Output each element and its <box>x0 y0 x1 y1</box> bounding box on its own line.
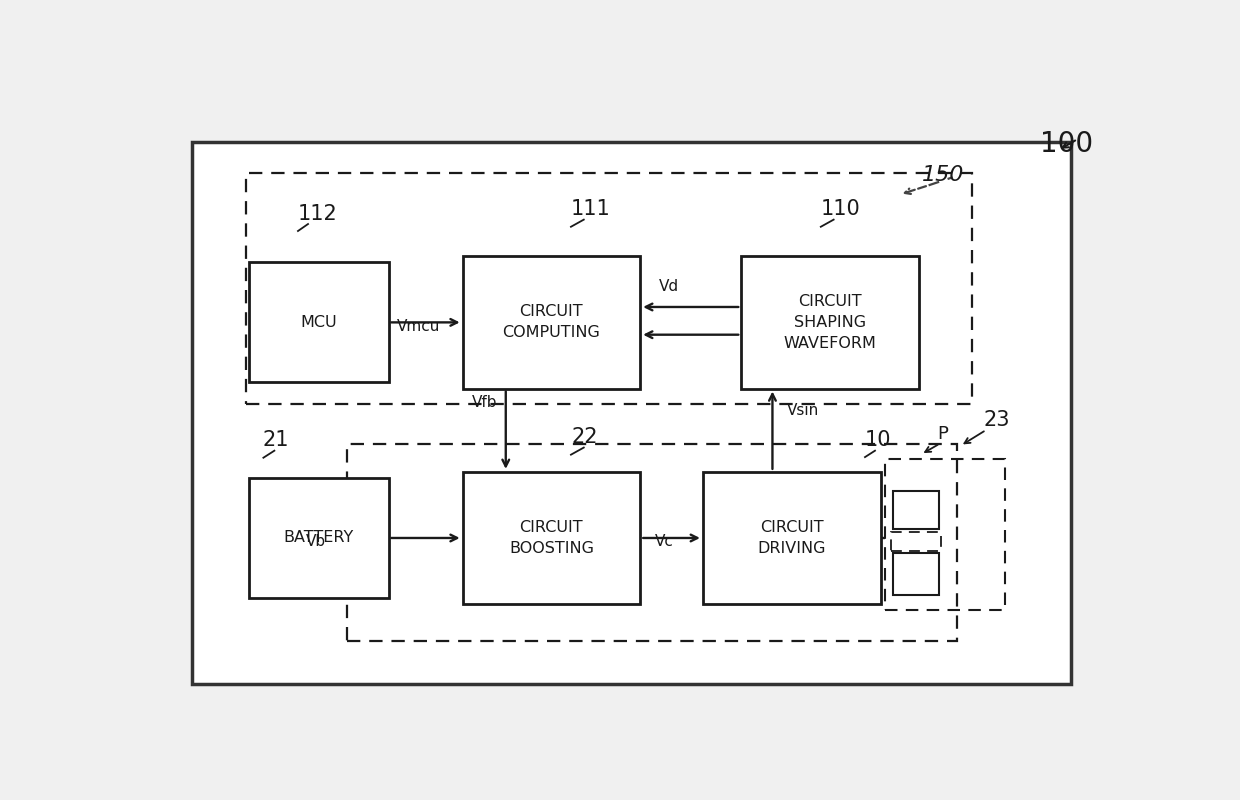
Text: 112: 112 <box>298 203 337 223</box>
Bar <box>703 472 880 604</box>
Text: 110: 110 <box>821 199 861 219</box>
Text: CIRCUIT: CIRCUIT <box>799 294 862 309</box>
Text: Vmcu: Vmcu <box>397 318 440 334</box>
Text: 10: 10 <box>864 430 890 450</box>
Text: 21: 21 <box>263 430 289 450</box>
Text: 111: 111 <box>572 199 611 219</box>
Bar <box>347 444 957 641</box>
Bar <box>463 256 640 389</box>
Text: CIRCUIT: CIRCUIT <box>760 520 823 535</box>
Text: Vfb: Vfb <box>472 395 497 410</box>
Text: SHAPING: SHAPING <box>794 315 867 330</box>
Text: BOOSTING: BOOSTING <box>508 541 594 556</box>
Text: Vd: Vd <box>658 279 678 294</box>
Text: P: P <box>937 426 949 443</box>
Text: 23: 23 <box>983 410 1009 430</box>
Text: MCU: MCU <box>300 315 337 330</box>
Bar <box>463 472 640 604</box>
Text: 150: 150 <box>921 165 965 185</box>
Text: Vc: Vc <box>655 534 673 549</box>
Text: 100: 100 <box>1040 130 1092 158</box>
Bar <box>893 491 939 529</box>
Text: WAVEFORM: WAVEFORM <box>784 336 877 351</box>
Bar <box>249 478 388 598</box>
Text: CIRCUIT: CIRCUIT <box>520 305 583 319</box>
Bar <box>742 256 919 389</box>
Bar <box>249 262 388 382</box>
Bar <box>247 173 972 404</box>
Bar <box>885 459 1006 610</box>
Text: DRIVING: DRIVING <box>758 541 826 556</box>
Text: CIRCUIT: CIRCUIT <box>520 520 583 535</box>
Text: COMPUTING: COMPUTING <box>502 326 600 340</box>
Bar <box>893 553 939 595</box>
Text: Vsin: Vsin <box>787 402 820 418</box>
Text: Vb: Vb <box>306 534 326 549</box>
Text: BATTERY: BATTERY <box>284 530 353 546</box>
Text: 22: 22 <box>572 427 598 447</box>
Bar <box>191 142 1071 684</box>
Bar <box>892 532 941 550</box>
